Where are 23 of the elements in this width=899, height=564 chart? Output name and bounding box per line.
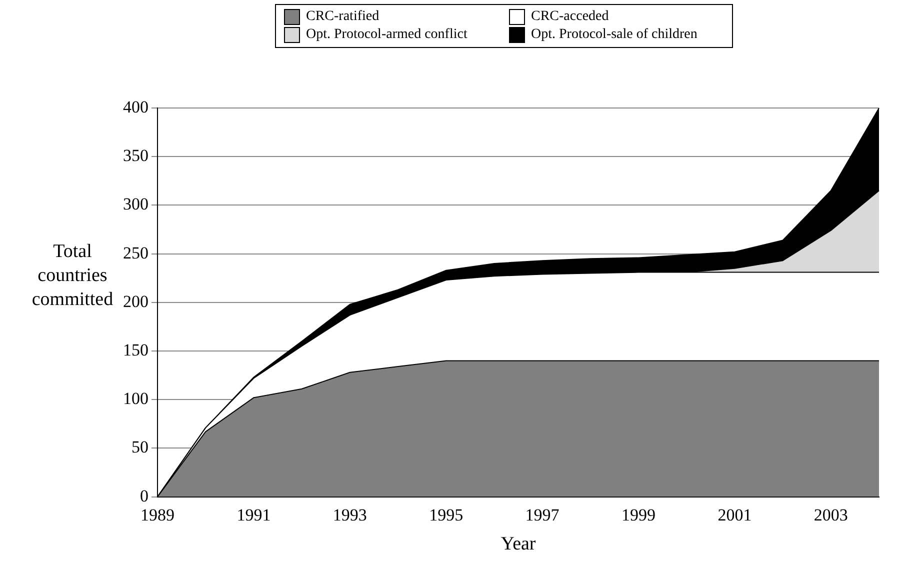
legend-label: Opt. Protocol-sale of children — [531, 27, 698, 43]
y-tick-label: 400 — [123, 97, 148, 116]
x-tick-label: 1991 — [236, 505, 271, 524]
x-tick-label: 1989 — [140, 505, 174, 524]
y-axis-title: Total countries committed — [32, 241, 114, 310]
legend-label: CRC-acceded — [531, 9, 609, 25]
x-tick-label: 1997 — [525, 505, 560, 524]
y-tick-label: 50 — [132, 438, 148, 457]
y-tick-label: 100 — [123, 389, 148, 408]
x-tick-label: 1999 — [622, 505, 656, 524]
y-tick-label: 150 — [123, 340, 148, 360]
y-tick-label: 350 — [123, 146, 148, 166]
x-tick-label: 2001 — [718, 505, 752, 524]
legend-label: CRC-ratified — [306, 9, 380, 25]
y-tick-label: 200 — [123, 292, 148, 311]
y-tick-label: 250 — [123, 243, 148, 262]
legend-label: Opt. Protocol-armed conflict — [306, 27, 468, 43]
x-tick-label: 2003 — [814, 505, 848, 524]
y-tick-label: 300 — [123, 194, 148, 214]
x-axis-title: Year — [500, 534, 536, 555]
x-tick-label: 1995 — [429, 505, 464, 524]
y-tick-label: 0 — [140, 486, 148, 506]
x-tick-label: 1993 — [332, 505, 367, 524]
